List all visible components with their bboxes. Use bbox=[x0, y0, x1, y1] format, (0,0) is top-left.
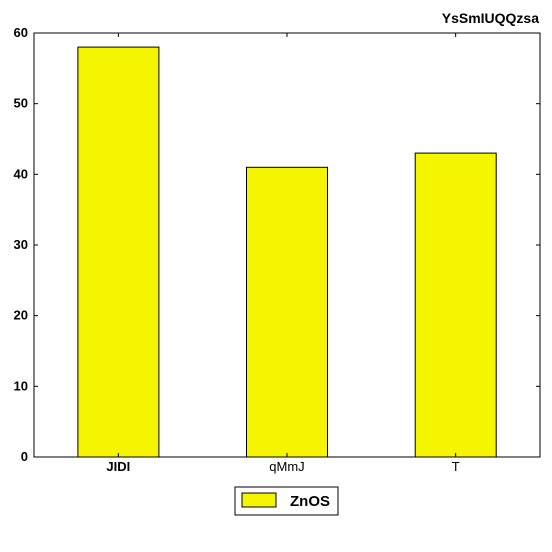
bar bbox=[77, 46, 160, 458]
y-tick-label: 40 bbox=[14, 166, 28, 181]
legend-swatch bbox=[241, 492, 277, 508]
y-tick-label: 20 bbox=[14, 308, 28, 323]
legend-label: ZnOS bbox=[290, 493, 330, 510]
legend: ZnOS bbox=[234, 486, 339, 516]
x-tick-label: T bbox=[452, 459, 460, 474]
y-tick-label: 60 bbox=[14, 25, 28, 40]
plot-area: 0 10 20 30 40 50 60 JIDI qMmJ T bbox=[14, 25, 541, 474]
chart-title: YsSmIUQQzsa bbox=[442, 10, 539, 26]
bar bbox=[414, 152, 497, 458]
x-tick-label: qMmJ bbox=[269, 459, 304, 474]
y-tick-label: 10 bbox=[14, 378, 28, 393]
y-tick-label: 50 bbox=[14, 96, 28, 111]
x-tick-label: JIDI bbox=[106, 459, 130, 474]
bar bbox=[246, 166, 328, 458]
y-tick-label: 30 bbox=[14, 237, 28, 252]
y-tick-label: 0 bbox=[21, 449, 28, 464]
